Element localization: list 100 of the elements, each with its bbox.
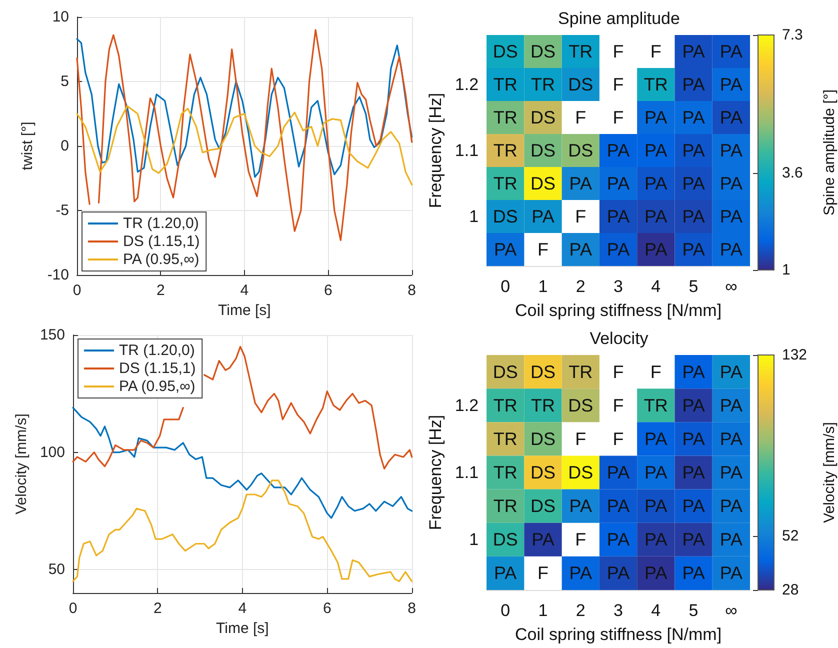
x-tick-label: 2 <box>154 600 162 617</box>
data-label: DS <box>530 108 556 128</box>
data-label: PA <box>720 174 743 194</box>
line-series <box>72 406 413 519</box>
data-label: DS <box>530 462 556 482</box>
text: F <box>650 42 662 62</box>
data-label: DS <box>530 362 556 382</box>
y-axis-title: Velocity [mm/s] <box>13 414 30 514</box>
chart-title: Spine amplitude <box>558 9 680 28</box>
y-tick-label: -10 <box>47 266 69 284</box>
text: F <box>612 362 624 382</box>
chart-title: Velocity <box>590 329 649 348</box>
color-bar-title: Velocity [mm/s] <box>821 422 838 523</box>
data-label: PA <box>644 140 668 160</box>
data-label: TR <box>493 496 518 516</box>
data-label: PA <box>569 240 592 260</box>
x-tick-label: ∞ <box>725 277 738 296</box>
x-tick-label: 3 <box>614 277 623 296</box>
color-bar-label: 28 <box>782 582 799 598</box>
data-label: PA <box>682 395 705 416</box>
x-tick-label: 8 <box>408 282 416 299</box>
line-series <box>76 105 413 186</box>
text: F <box>612 395 624 416</box>
text: F <box>537 240 548 260</box>
color-bar-title: Spine amplitude [°] <box>821 89 838 216</box>
data-label: PA <box>606 563 630 584</box>
x-tick-label: 2 <box>156 282 165 299</box>
data-label: PA <box>644 563 668 584</box>
data-label: DS <box>568 140 594 160</box>
x-tick-label: 4 <box>238 600 247 617</box>
data-label: PA <box>532 206 554 226</box>
y-tick-label: 150 <box>40 326 65 344</box>
data-label: PA <box>682 206 705 226</box>
data-label: TR <box>493 74 518 94</box>
data-label: PA <box>720 462 743 482</box>
legend-label: DS (1.15,1) <box>123 233 200 250</box>
data-label: DS <box>530 174 556 194</box>
data-label: PA <box>606 206 630 226</box>
y-tick-label: 10 <box>52 8 69 26</box>
data-label: TR <box>568 362 593 382</box>
data-label: DS <box>492 42 518 62</box>
data-label: TR <box>493 140 518 160</box>
data-label: PA <box>644 174 668 194</box>
data-label: PA <box>606 174 630 194</box>
data-label: PA <box>644 108 668 128</box>
legend-label: PA (0.95,∞) <box>119 378 196 395</box>
data-label: PA <box>644 206 668 226</box>
text: F <box>537 563 548 584</box>
data-label: DS <box>568 462 594 482</box>
data-label: DS <box>530 42 556 62</box>
x-tick-label: 5 <box>688 277 698 296</box>
x-tick-label: 1 <box>538 277 548 296</box>
y-tick-label: 1 <box>469 207 479 226</box>
y-tick-label: 0 <box>60 138 69 154</box>
data-label: DS <box>568 395 594 416</box>
data-label: PA <box>720 206 743 226</box>
text: F <box>575 206 586 226</box>
x-tick-label: 0 <box>500 601 510 620</box>
data-label: PA <box>569 496 592 516</box>
data-label: TR <box>493 174 518 194</box>
text: F <box>575 530 586 550</box>
y-tick-label: 1.2 <box>454 75 479 94</box>
color-bar-label: 7.3 <box>782 26 803 44</box>
data-label: DS <box>492 206 518 226</box>
data-label: PA <box>682 563 705 584</box>
data-label: TR <box>644 395 668 416</box>
color-bar-label: 3.6 <box>782 164 803 182</box>
data-label: PA <box>682 174 705 194</box>
data-label: PA <box>720 108 743 128</box>
text: F <box>612 428 624 449</box>
data-label: PA <box>606 496 630 516</box>
x-tick-label: 3 <box>614 601 623 620</box>
data-label: DS <box>492 362 518 382</box>
x-tick-label: 1 <box>538 601 548 620</box>
y-axis-title: twist [°] <box>19 122 36 170</box>
data-label: PA <box>606 140 630 160</box>
y-tick-label: 5 <box>60 73 69 90</box>
data-label: PA <box>682 74 705 94</box>
data-label: PA <box>644 462 668 482</box>
x-tick-label: ∞ <box>725 601 738 620</box>
y-axis-title: Frequency [Hz] <box>426 92 445 208</box>
data-label: PA <box>682 42 705 62</box>
data-label: PA <box>644 530 668 550</box>
y-tick-label: -5 <box>56 202 69 219</box>
color-bar-label: 52 <box>782 527 799 544</box>
data-label: PA <box>720 42 743 62</box>
data-label: PA <box>644 496 668 516</box>
data-label: PA <box>532 530 554 550</box>
color-bar-label: 132 <box>782 346 808 364</box>
color-bar-label: 1 <box>782 262 790 278</box>
data-label: PA <box>606 462 630 482</box>
data-label: PA <box>720 74 743 94</box>
data-label: PA <box>682 530 705 550</box>
data-label: PA <box>720 563 743 584</box>
data-label: PA <box>720 140 743 160</box>
data-label: PA <box>494 240 517 260</box>
data-label: TR <box>493 108 518 128</box>
data-label: PA <box>720 428 743 449</box>
data-label: PA <box>682 240 705 260</box>
data-label: DS <box>568 74 594 94</box>
